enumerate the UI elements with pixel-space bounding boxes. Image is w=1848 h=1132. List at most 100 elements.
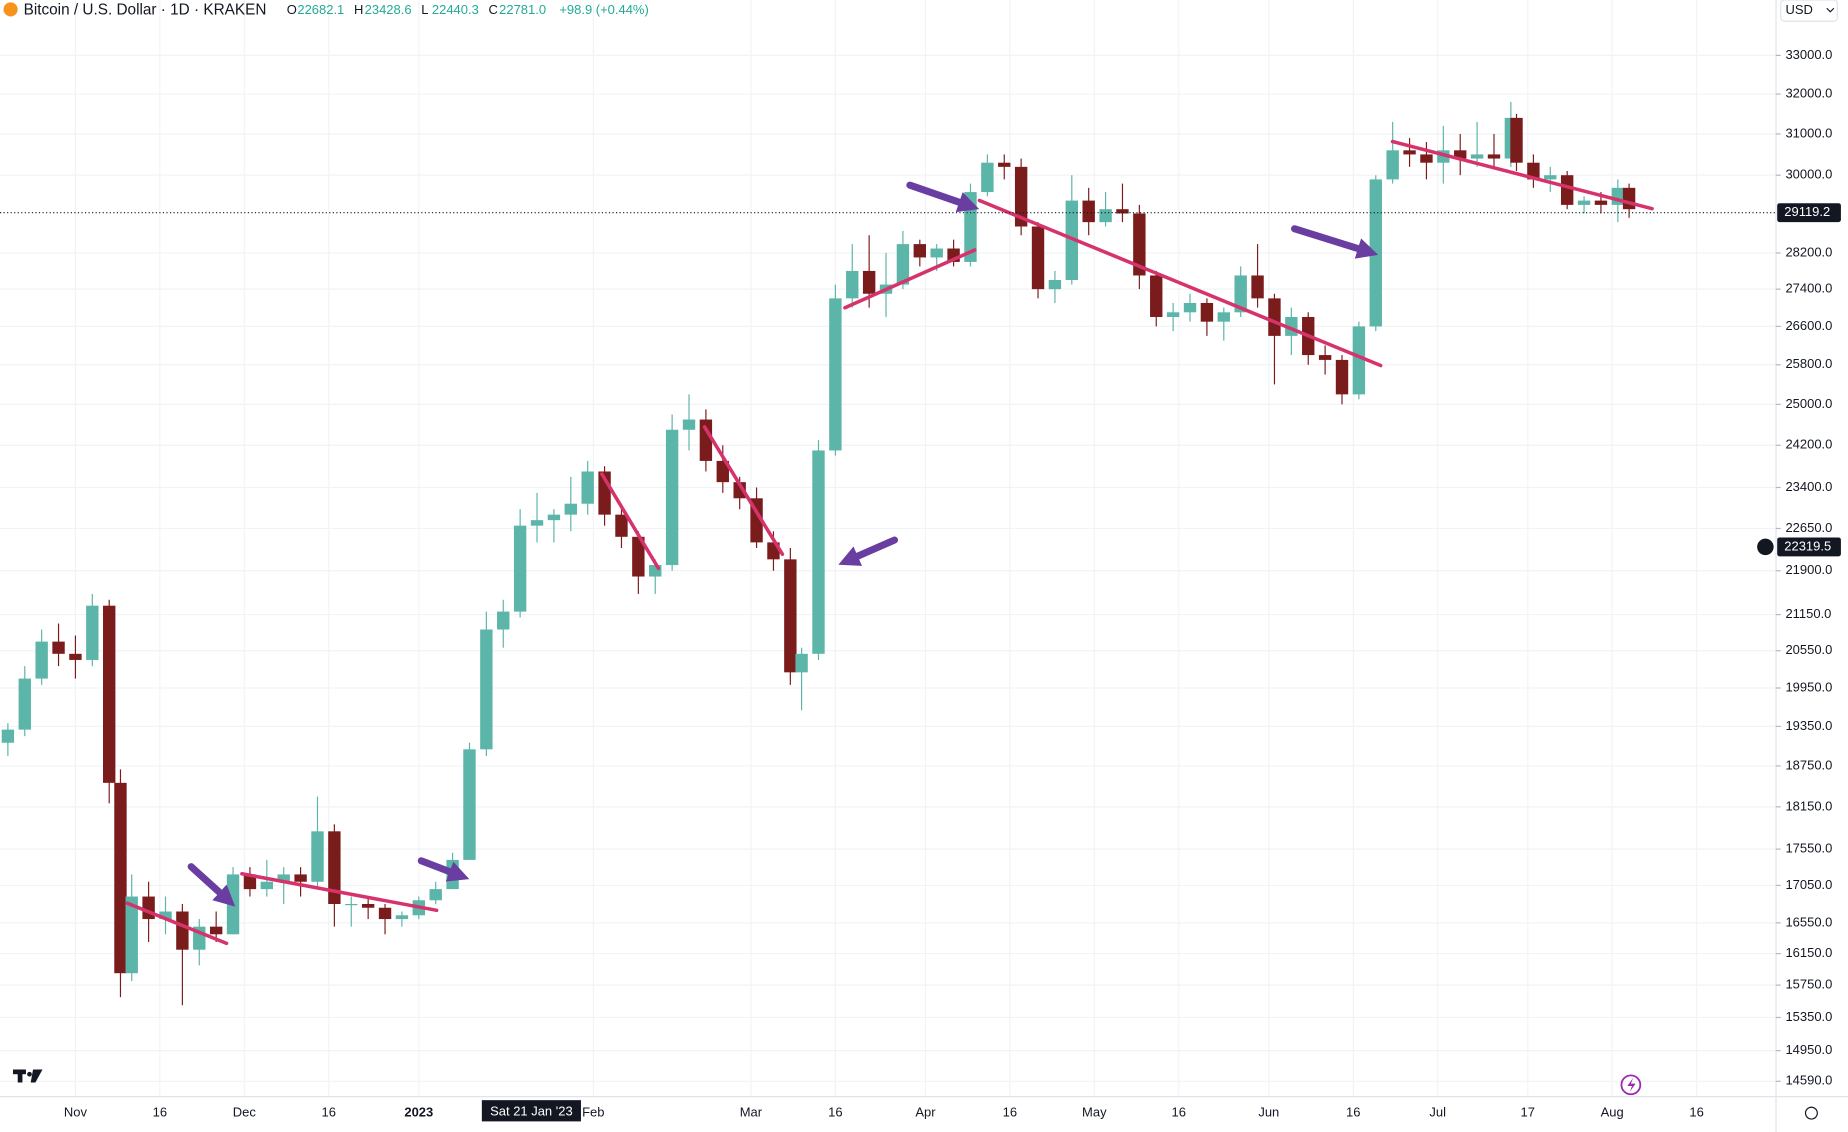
settings-icon[interactable] (1804, 1106, 1818, 1120)
candle-body (829, 298, 842, 451)
currency-button[interactable] (1780, 0, 1838, 22)
candle-body (1031, 226, 1045, 290)
candle-body (649, 565, 662, 577)
trend-line (600, 472, 661, 571)
candle-body (896, 244, 910, 285)
candle-body (378, 907, 392, 920)
y-tick-label: 17550.0 (1785, 841, 1832, 856)
candle-body (1, 729, 15, 743)
candle-body (981, 162, 994, 193)
y-tick-label: 19350.0 (1785, 718, 1832, 733)
candle-body (125, 896, 138, 974)
candle-body (328, 831, 341, 905)
ohlc-key: C (489, 2, 498, 17)
candle-body (530, 520, 544, 526)
x-tick-label: Mar (740, 1105, 763, 1120)
arrows (187, 181, 1379, 907)
y-tick-label: 14950.0 (1785, 1042, 1832, 1057)
candle-body (615, 514, 628, 537)
candle-body (1251, 275, 1264, 299)
x-tick-label: 16 (1689, 1105, 1703, 1120)
candle-body (862, 270, 876, 294)
candle-body (1594, 200, 1608, 205)
grid (0, 0, 1777, 1097)
y-tick-label: 18150.0 (1785, 798, 1832, 813)
currency[interactable]: USD (1785, 2, 1812, 17)
candle-body (1183, 302, 1197, 313)
candle-body (497, 611, 510, 630)
candle-body (69, 653, 82, 660)
candle-body (682, 419, 696, 430)
x-tick-label: 16 (828, 1105, 842, 1120)
candle-body (784, 559, 797, 673)
candle-body (1510, 117, 1523, 163)
trend-line (843, 248, 977, 310)
y-tick-label: 32000.0 (1785, 86, 1832, 101)
candle-body (243, 874, 257, 890)
crosshair-date-label: Sat 21 Jan '23 (490, 1103, 573, 1118)
candle-body (1217, 312, 1230, 322)
candle-body (35, 641, 48, 679)
candle-body (463, 749, 476, 860)
x-tick-label: Nov (64, 1105, 88, 1120)
candle-body (1116, 209, 1129, 214)
candle-body (1527, 162, 1540, 180)
candle-body (930, 248, 943, 258)
tv-logo (12, 1069, 43, 1083)
y-tick-label: 24200.0 (1785, 437, 1832, 452)
candle-body (513, 525, 527, 612)
trend-line (125, 901, 229, 946)
candle-body (311, 831, 324, 882)
candle-body (18, 678, 31, 730)
candle-body (1352, 326, 1366, 395)
ohlc-value: 22781.0 (499, 2, 546, 17)
trend-line (240, 871, 439, 913)
candle-body (1318, 355, 1332, 360)
x-tick-label: Feb (582, 1105, 604, 1120)
y-tick-label: 25000.0 (1785, 396, 1832, 411)
ohlc-value: 23428.6 (365, 2, 412, 17)
arrow (417, 857, 470, 882)
ohlc-legend: O 22682.1 H 23428.6 L 22440.3 C 22781.0 (287, 2, 546, 17)
trend-line (1390, 139, 1654, 211)
y-tick-label: 30000.0 (1785, 167, 1832, 182)
candle-body (1150, 275, 1163, 317)
x-tick-label: Jun (1258, 1105, 1279, 1120)
y-tick-label: 26600.0 (1785, 318, 1832, 333)
x-tick-label: Dec (233, 1105, 257, 1120)
crosshair-date-box (481, 1100, 581, 1122)
candle-body (1487, 154, 1501, 159)
candle-body (795, 653, 808, 673)
candle-body (114, 782, 127, 974)
candle-body (564, 503, 577, 515)
crosshair-price-label: 22319.5 (1784, 538, 1831, 553)
trend-line (702, 425, 785, 556)
candle-body (632, 536, 645, 577)
y-tick-label: 15750.0 (1785, 977, 1832, 992)
x-tick-label: Apr (915, 1105, 936, 1120)
candle-body (665, 429, 679, 566)
candle-body (52, 641, 65, 654)
candle-body (395, 915, 409, 920)
arrow (906, 181, 980, 213)
candle-body (142, 896, 155, 920)
y-tick-label: 15350.0 (1785, 1009, 1832, 1024)
lightning-icon[interactable] (1620, 1074, 1642, 1096)
last-price-label: 29119.2 (1784, 204, 1830, 219)
y-tick-label: 21900.0 (1785, 562, 1832, 577)
y-tick-label: 16550.0 (1785, 914, 1832, 929)
ohlc-key: L (421, 2, 428, 17)
candle-body (429, 889, 442, 901)
candle-body (1420, 154, 1433, 163)
axes: 33000.0 32000.0 31000.0 30000.0 28200.0 27400… (0, 47, 1841, 1122)
crosshair-price-box (1777, 537, 1841, 557)
y-tick-label: 28200.0 (1785, 244, 1832, 259)
change: +98.9 (+0.44%) (559, 2, 648, 17)
arrow (1291, 225, 1379, 259)
candle-body (1014, 166, 1028, 227)
candle-body (1454, 150, 1467, 159)
candle-body (1577, 200, 1591, 205)
candle-body (1403, 150, 1416, 155)
y-tick-label: 31000.0 (1785, 125, 1832, 140)
